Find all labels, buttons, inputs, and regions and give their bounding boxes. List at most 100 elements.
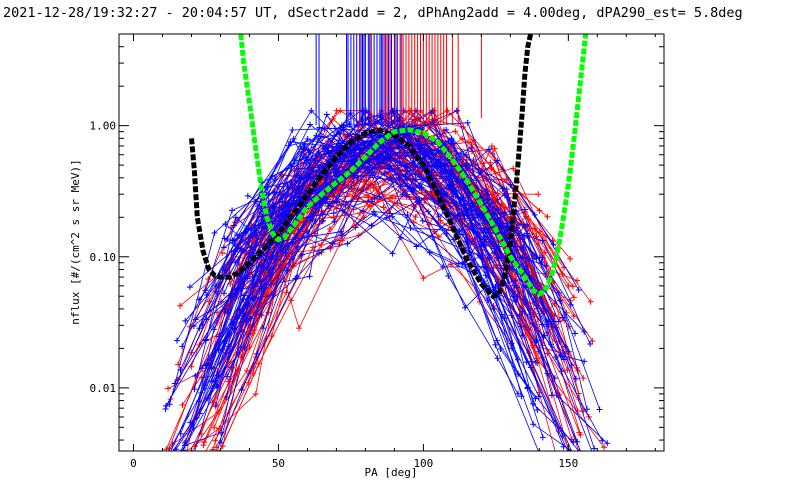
- blue-series-marker: [368, 198, 375, 205]
- axes: 0 50 100 150 0.01 0.10 1.00: [90, 33, 664, 470]
- blue-series-marker: [306, 273, 313, 280]
- blue-series-marker: [484, 297, 491, 304]
- blue-series-line: [233, 138, 600, 410]
- blue-series-line: [247, 131, 593, 451]
- blue-series-marker: [539, 434, 546, 441]
- blue-series-marker: [544, 370, 551, 377]
- blue-series-marker: [344, 240, 351, 247]
- blue-series-marker: [485, 146, 492, 153]
- y-tick-label: 0.01: [90, 382, 117, 395]
- blue-series-marker: [459, 261, 466, 268]
- blue-series-marker: [397, 234, 404, 241]
- blue-series-marker: [192, 316, 199, 323]
- blue-series-marker: [269, 173, 276, 180]
- red-series-marker: [252, 390, 259, 397]
- blue-series-marker: [553, 392, 560, 399]
- blue-series-marker: [543, 262, 550, 269]
- blue-series-marker: [224, 309, 231, 316]
- blue-series-marker: [539, 237, 546, 244]
- blue-series-marker: [261, 231, 268, 238]
- blue-series-marker: [557, 352, 564, 359]
- blue-series-marker: [504, 194, 511, 201]
- blue-series-marker: [520, 244, 527, 251]
- blue-series-marker: [369, 172, 376, 179]
- blue-series-marker: [529, 320, 536, 327]
- blue-series-marker: [492, 341, 499, 348]
- blue-series-marker: [416, 197, 423, 204]
- red-series-marker: [283, 289, 290, 296]
- blue-series-marker: [279, 248, 286, 255]
- green-fit-curve: [238, 34, 589, 297]
- blue-series-marker: [468, 144, 475, 151]
- red-series-marker: [364, 199, 371, 206]
- blue-series-marker: [512, 277, 519, 284]
- red-series-marker: [444, 107, 451, 114]
- blue-series-marker: [510, 251, 517, 258]
- blue-series-marker: [320, 217, 327, 224]
- blue-series-marker: [216, 339, 223, 346]
- blue-series-marker: [342, 202, 349, 209]
- blue-series-marker: [519, 332, 526, 339]
- red-series-marker: [491, 145, 498, 152]
- blue-series-marker: [244, 192, 251, 199]
- blue-series-marker: [224, 236, 231, 243]
- blue-series-marker: [305, 147, 312, 154]
- red-series-marker: [211, 424, 218, 431]
- blue-series-marker: [174, 337, 181, 344]
- red-series-marker: [487, 159, 494, 166]
- red-series-marker: [209, 446, 216, 451]
- blue-series-marker: [220, 290, 227, 297]
- blue-series-marker: [244, 313, 251, 320]
- red-series-marker: [351, 182, 358, 189]
- red-series-marker: [357, 210, 364, 217]
- blue-series-marker: [229, 207, 236, 214]
- red-series-marker: [580, 375, 587, 382]
- red-series-marker: [488, 143, 495, 150]
- blue-series-marker: [232, 214, 239, 221]
- blue-series-marker: [220, 244, 227, 251]
- plot-frame: [118, 33, 665, 452]
- y-tick-label: 0.10: [90, 251, 117, 264]
- red-series-marker: [587, 298, 594, 305]
- blue-series-marker: [371, 195, 378, 202]
- blue-series-marker: [521, 232, 528, 239]
- blue-series-marker: [315, 250, 322, 257]
- x-tick-label: 50: [272, 457, 285, 470]
- blue-series-marker: [519, 308, 526, 315]
- blue-series-marker: [604, 440, 611, 447]
- blue-series-marker: [494, 355, 501, 362]
- red-series-marker: [364, 192, 371, 199]
- blue-series-marker: [369, 137, 376, 144]
- blue-series-marker: [476, 234, 483, 241]
- blue-series-marker: [530, 400, 537, 407]
- blue-series-marker: [518, 393, 525, 400]
- blue-series-line: [225, 124, 564, 447]
- blue-series-marker: [581, 328, 588, 335]
- red-series-marker: [245, 379, 252, 386]
- blue-series-marker: [317, 162, 324, 169]
- red-series-marker: [589, 337, 596, 344]
- blue-series-marker: [481, 238, 488, 245]
- red-series-marker: [416, 167, 423, 174]
- blue-series-marker: [270, 211, 277, 218]
- blue-series-marker: [376, 193, 383, 200]
- blue-series-marker: [412, 122, 419, 129]
- blue-series-marker: [499, 185, 506, 192]
- blue-series-marker: [370, 208, 377, 215]
- red-series-marker: [569, 283, 576, 290]
- blue-series-marker: [316, 124, 323, 131]
- red-series-marker: [452, 128, 459, 135]
- blue-series-marker: [193, 414, 200, 421]
- blue-series-marker: [476, 252, 483, 259]
- blue-series-marker: [372, 120, 379, 127]
- red-series-marker: [201, 439, 208, 446]
- blue-series-marker: [503, 224, 510, 231]
- blue-series-marker: [443, 126, 450, 133]
- blue-series-marker: [419, 217, 426, 224]
- blue-series-marker: [514, 293, 521, 300]
- blue-series-marker: [241, 292, 248, 299]
- blue-series-marker: [202, 287, 209, 294]
- blue-series-marker: [282, 249, 289, 256]
- blue-series-marker: [540, 333, 547, 340]
- red-series-marker: [544, 213, 551, 220]
